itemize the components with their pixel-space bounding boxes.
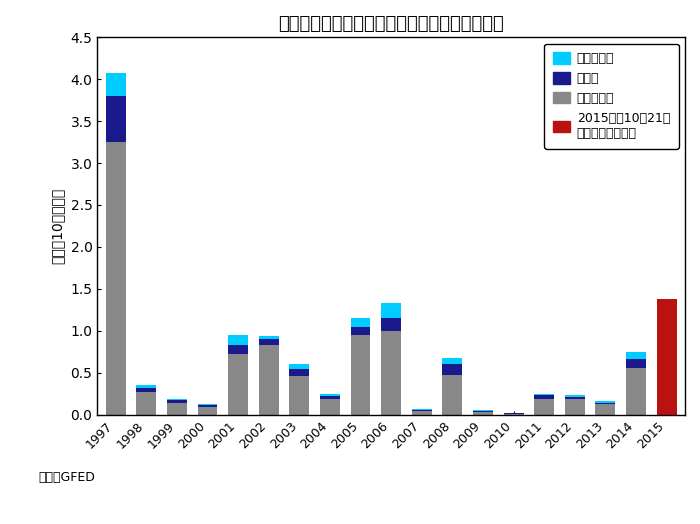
Bar <box>626 359 646 367</box>
Bar <box>228 335 248 345</box>
Bar <box>259 336 279 339</box>
Bar <box>534 394 554 395</box>
Bar <box>351 318 370 326</box>
Bar <box>289 364 309 369</box>
Bar <box>197 407 218 414</box>
Bar <box>320 395 340 396</box>
Bar <box>596 401 615 403</box>
Bar <box>382 318 401 331</box>
Bar <box>228 345 248 354</box>
Bar <box>167 403 187 414</box>
Bar <box>289 376 309 414</box>
Bar <box>596 403 615 405</box>
Bar <box>473 410 493 411</box>
Bar <box>167 400 187 403</box>
Bar <box>197 405 218 407</box>
Legend: 亜酸化窒素, メタン, 二酸化炭素, 2015年は10月21日
までの排出量合計: 亜酸化窒素, メタン, 二酸化炭素, 2015年は10月21日 までの排出量合計 <box>544 43 679 149</box>
Bar <box>320 399 340 414</box>
Bar <box>228 354 248 414</box>
Bar <box>565 395 584 397</box>
Bar <box>626 367 646 414</box>
Bar <box>382 331 401 414</box>
Bar <box>382 303 401 318</box>
Bar <box>259 345 279 414</box>
Bar <box>596 405 615 414</box>
Title: インドネシアの火災による温室効果ガス排出量: インドネシアの火災による温室効果ガス排出量 <box>279 15 504 33</box>
Bar <box>106 96 125 142</box>
Bar <box>412 410 432 411</box>
Bar <box>106 142 125 414</box>
Bar <box>442 375 462 414</box>
Bar <box>167 399 187 400</box>
Bar <box>351 326 370 335</box>
Y-axis label: 単位（10億トン）: 単位（10億トン） <box>51 188 65 264</box>
Bar <box>136 385 156 388</box>
Bar <box>136 392 156 414</box>
Bar <box>442 357 462 364</box>
Bar <box>626 352 646 359</box>
Bar <box>442 364 462 375</box>
Bar <box>106 73 125 96</box>
Bar <box>473 411 493 412</box>
Bar <box>136 388 156 392</box>
Bar <box>565 397 584 399</box>
Bar <box>534 399 554 414</box>
Bar <box>657 299 677 414</box>
Bar <box>503 413 524 414</box>
Bar <box>289 369 309 376</box>
Bar <box>259 339 279 345</box>
Bar <box>351 335 370 414</box>
Bar <box>320 396 340 399</box>
Bar <box>565 399 584 414</box>
Bar <box>412 411 432 414</box>
Bar <box>473 412 493 414</box>
Bar <box>534 395 554 399</box>
Bar <box>412 409 432 410</box>
Text: 出展：GFED: 出展：GFED <box>38 471 95 484</box>
